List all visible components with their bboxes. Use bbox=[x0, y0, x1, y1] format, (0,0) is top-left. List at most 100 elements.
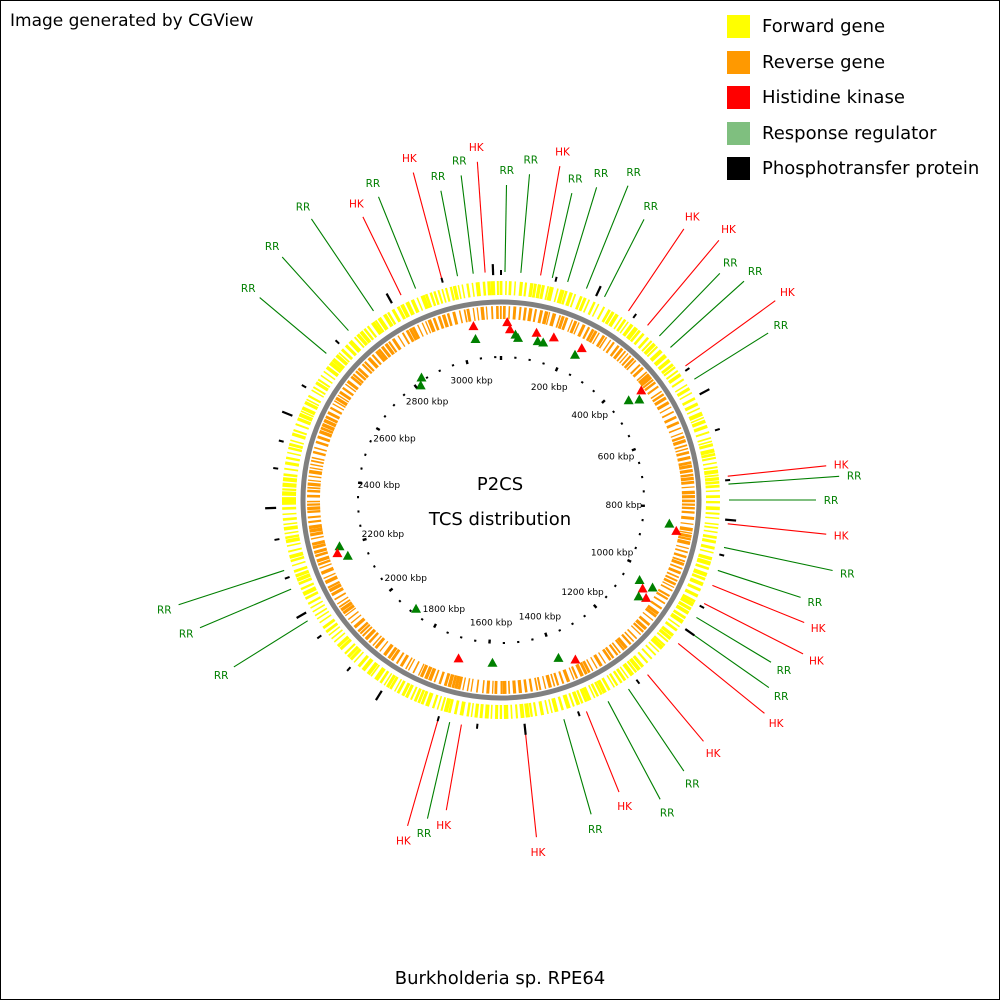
forward-gene-mark bbox=[470, 703, 475, 718]
forward-gene-mark bbox=[335, 353, 349, 366]
ruler-tick bbox=[571, 622, 574, 626]
reverse-gene-mark bbox=[350, 375, 363, 386]
reverse-gene-mark bbox=[621, 355, 632, 367]
reverse-gene-mark bbox=[491, 306, 494, 320]
forward-gene-mark bbox=[663, 366, 676, 377]
reverse-gene-mark bbox=[481, 680, 485, 694]
forward-gene-mark bbox=[668, 373, 682, 385]
forward-gene-mark bbox=[579, 688, 588, 703]
forward-gene-mark bbox=[383, 673, 393, 686]
forward-gene-mark bbox=[405, 684, 414, 699]
annotation-leader bbox=[567, 187, 598, 283]
reverse-gene-mark bbox=[309, 527, 323, 533]
forward-gene-mark bbox=[466, 283, 471, 298]
reverse-gene-mark bbox=[592, 332, 600, 345]
reverse-gene-mark bbox=[308, 475, 322, 479]
reverse-gene-mark bbox=[602, 339, 612, 352]
rr-marker bbox=[415, 380, 426, 390]
reverse-gene-mark bbox=[441, 314, 449, 328]
annotation-leader bbox=[259, 297, 327, 354]
forward-gene-mark bbox=[344, 344, 357, 357]
reverse-gene-mark bbox=[334, 592, 347, 601]
annotation-leader bbox=[540, 166, 561, 276]
reverse-gene-mark bbox=[350, 614, 362, 624]
annotation-label: RR bbox=[499, 165, 514, 177]
forward-gene-mark bbox=[333, 632, 346, 643]
forward-gene-mark bbox=[347, 645, 360, 659]
reverse-gene-mark bbox=[311, 456, 325, 462]
forward-gene-mark bbox=[387, 311, 397, 325]
annotation-label: RR bbox=[824, 495, 839, 507]
reverse-gene-mark bbox=[338, 599, 351, 608]
reverse-gene-mark bbox=[621, 633, 632, 646]
annotation-label: HK bbox=[469, 142, 485, 154]
forward-gene-mark bbox=[608, 313, 619, 328]
reverse-gene-mark bbox=[663, 415, 677, 424]
reverse-gene-mark bbox=[678, 464, 693, 470]
reverse-gene-mark bbox=[355, 370, 367, 381]
rr-marker bbox=[553, 652, 564, 662]
reverse-gene-mark bbox=[507, 680, 511, 694]
annotation-leader bbox=[551, 192, 573, 278]
reverse-gene-mark bbox=[457, 676, 464, 690]
forward-gene-mark bbox=[704, 522, 719, 526]
credit-text: Image generated by CGView bbox=[10, 11, 254, 31]
reverse-gene-mark bbox=[612, 347, 624, 360]
reverse-gene-mark bbox=[671, 435, 685, 443]
annotation-label: RR bbox=[452, 156, 467, 168]
reverse-gene-mark bbox=[379, 640, 389, 652]
hk-marker bbox=[504, 324, 515, 334]
ruler-tick bbox=[392, 403, 396, 407]
reverse-gene-mark bbox=[337, 394, 350, 403]
forward-gene-mark bbox=[684, 588, 699, 598]
reverse-gene-mark bbox=[597, 652, 607, 664]
forward-gene-mark bbox=[689, 577, 704, 587]
reverse-gene-mark bbox=[421, 322, 429, 335]
annotation-label: HK bbox=[436, 820, 452, 832]
ruler-tick bbox=[398, 599, 402, 603]
hk-marker bbox=[468, 321, 479, 331]
annotation-label: HK bbox=[349, 198, 365, 210]
forward-gene-mark bbox=[702, 461, 717, 466]
ruler-tick bbox=[612, 410, 616, 414]
legend-label: Forward gene bbox=[762, 16, 886, 38]
forward-gene-mark bbox=[622, 323, 634, 337]
annotation-label: HK bbox=[834, 531, 850, 543]
backbone-ring bbox=[300, 299, 702, 701]
annotation-label: HK bbox=[396, 835, 412, 847]
legend-item-phosphotransfer-protein: Phosphotransfer protein bbox=[727, 151, 979, 187]
phosphotransfer-mark bbox=[346, 666, 352, 672]
forward-gene-mark bbox=[553, 288, 559, 303]
forward-gene-mark bbox=[433, 291, 440, 306]
forward-gene-mark bbox=[702, 533, 717, 539]
annotation-leader bbox=[426, 722, 451, 819]
reverse-gene-mark bbox=[405, 657, 413, 670]
phosphotransfer-mark bbox=[632, 313, 637, 319]
forward-gene-mark bbox=[325, 365, 340, 378]
forward-gene-mark bbox=[344, 643, 356, 655]
reverse-gene-mark bbox=[375, 350, 386, 363]
reverse-gene-mark bbox=[485, 306, 488, 320]
reverse-gene-mark bbox=[307, 515, 321, 519]
reverse-gene-mark bbox=[342, 604, 355, 615]
forward-gene-mark bbox=[608, 673, 619, 687]
reverse-gene-mark bbox=[359, 623, 371, 635]
reverse-gene-mark bbox=[681, 486, 695, 489]
forward-gene-mark bbox=[548, 699, 553, 714]
forward-gene-mark bbox=[601, 309, 611, 323]
phosphotransfer-protein-swatch bbox=[727, 157, 750, 181]
forward-gene-mark bbox=[705, 484, 720, 489]
reverse-gene-mark bbox=[604, 646, 615, 659]
ruler-label: 3000 kbp bbox=[450, 377, 493, 387]
hk-marker bbox=[531, 327, 542, 337]
reverse-gene-mark bbox=[344, 607, 357, 617]
reverse-gene-mark bbox=[650, 600, 663, 610]
reverse-gene-mark bbox=[405, 329, 415, 343]
forward-gene-mark bbox=[420, 690, 429, 705]
ruler-label: 1800 kbp bbox=[423, 605, 466, 615]
hk-marker bbox=[548, 332, 559, 342]
forward-gene-mark bbox=[383, 313, 394, 328]
forward-gene-mark bbox=[671, 378, 685, 388]
forward-gene-mark bbox=[331, 629, 343, 640]
forward-gene-mark bbox=[466, 702, 471, 717]
